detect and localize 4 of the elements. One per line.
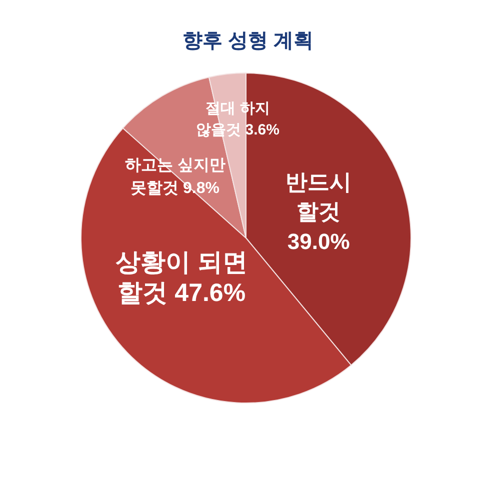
- data-label: 39.0%: [287, 228, 350, 254]
- chart-title: 향후 성형 계획: [182, 30, 314, 52]
- slice-label: 상황이 되면 할것 47.6%: [116, 248, 248, 307]
- slice-label: 반드시 할것: [286, 169, 352, 224]
